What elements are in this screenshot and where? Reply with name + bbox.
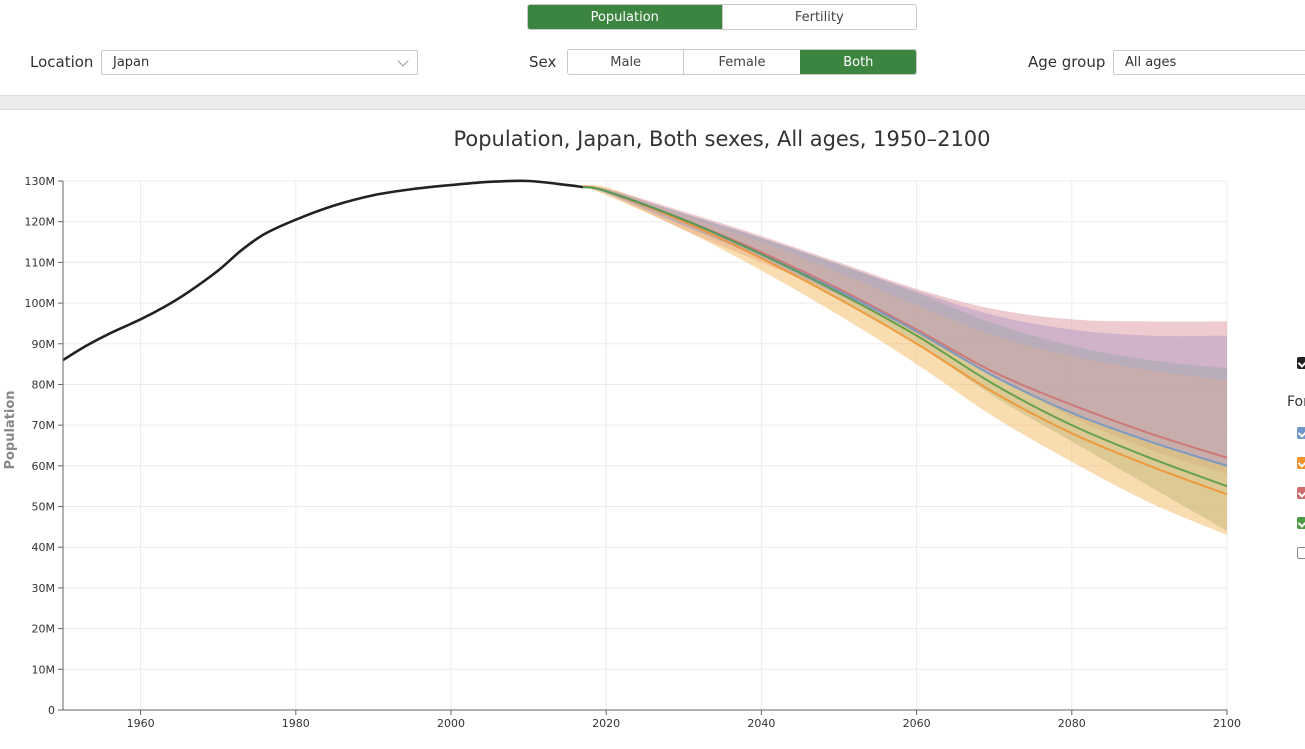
x-tick-label: 2000 [437,717,465,730]
check-icon [1297,517,1305,528]
x-tick-label: 2080 [1058,717,1086,730]
forecast-line [582,186,1228,488]
series-lines [62,179,1228,496]
y-tick-label: 20M [32,623,56,636]
tab-population[interactable]: Population [528,5,722,29]
controls-panel: Population Fertility Location Japan Sex … [0,0,1305,95]
tab-fertility[interactable]: Fertility [721,5,916,29]
y-tick-label: 30M [32,582,56,595]
y-tick-label: 0 [48,704,55,717]
y-tick-label: 90M [32,338,56,351]
sex-toggle: Male Female Both [567,49,917,75]
forecast-line [582,184,1228,496]
sex-option-female[interactable]: Female [683,50,800,74]
legend-checkbox[interactable] [1297,517,1305,529]
legend-checkbox[interactable] [1297,457,1305,469]
age-group-label: Age group [1028,53,1106,71]
y-tick-label: 50M [32,501,56,514]
x-tick-label: 2100 [1213,717,1241,730]
location-label: Location [30,53,94,71]
x-tick-label: 1960 [127,717,155,730]
legend-checkbox[interactable] [1297,427,1305,439]
chart-axes: 0 10M 20M 30M 40M 50M 60M 70M 80M 90M 100M 110M 120M… [25,175,1242,730]
uncertainty-band [582,184,1227,536]
location-select[interactable]: Japan [101,50,418,75]
y-tick-label: 60M [32,460,56,473]
legend-checkbox[interactable] [1297,487,1305,499]
chart-title: Population, Japan, Both sexes, All ages,… [453,127,990,151]
view-toggle: Population Fertility [527,4,917,30]
x-tick-label: 1980 [282,717,310,730]
age-group-select[interactable]: All ages [1113,50,1305,75]
y-tick-label: 130M [25,175,56,188]
sex-label: Sex [529,53,557,71]
y-tick-label: 40M [32,541,56,554]
y-tick-label: 100M [25,297,56,310]
y-tick-label: 10M [32,663,56,676]
y-axis-label: Population [3,390,18,469]
legend-heading: For [1287,394,1305,410]
y-tick-label: 70M [32,419,56,432]
y-tick-label: 110M [25,256,56,269]
x-tick-label: 2020 [592,717,620,730]
check-icon [1297,487,1305,498]
y-tick-label: 80M [32,378,56,391]
historical-line [62,179,584,362]
legend-checkbox[interactable] [1297,357,1305,369]
check-icon [1297,427,1305,438]
check-icon [1297,357,1305,368]
sex-option-male[interactable]: Male [568,50,684,74]
check-icon [1297,457,1305,468]
uncertainty-band [582,186,1227,466]
forecast-bands [582,184,1227,536]
age-group-value: All ages [1125,55,1177,70]
section-divider [0,95,1305,110]
legend-checkbox[interactable] [1297,547,1305,559]
sex-option-both[interactable]: Both [799,50,916,74]
y-tick-label: 120M [25,216,56,229]
x-tick-label: 2060 [903,717,931,730]
x-tick-label: 2040 [747,717,775,730]
location-value: Japan [113,55,150,70]
